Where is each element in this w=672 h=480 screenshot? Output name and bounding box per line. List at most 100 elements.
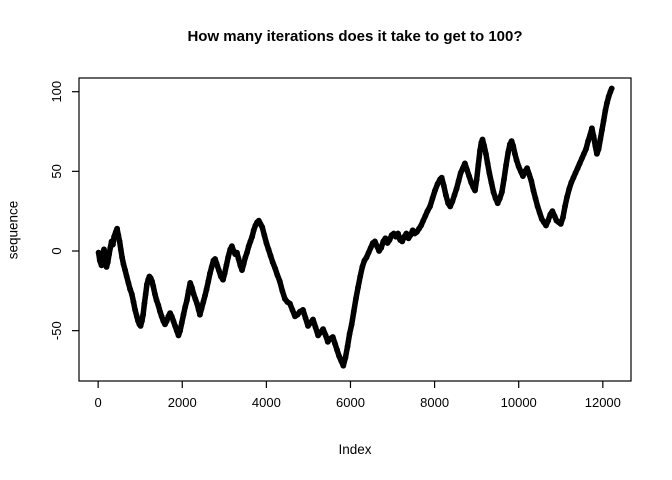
data-point [348, 321, 355, 328]
data-point [267, 252, 274, 259]
data-point [437, 176, 444, 183]
data-point [135, 318, 142, 325]
data-point [429, 195, 436, 202]
data-point [119, 254, 125, 261]
data-point [220, 276, 226, 283]
data-point [297, 308, 303, 315]
data-point [128, 291, 135, 297]
data-point [233, 249, 240, 256]
data-point [595, 146, 602, 153]
data-point [526, 171, 533, 178]
data-point [399, 238, 406, 245]
plot-box [78, 77, 632, 382]
data-point [503, 162, 510, 168]
data-point [462, 160, 468, 167]
data-point [386, 236, 393, 243]
data-point [505, 149, 512, 156]
data-point [300, 307, 306, 313]
data-point [287, 300, 293, 307]
data-point [276, 278, 283, 285]
data-point [182, 303, 189, 310]
data-point [245, 243, 252, 250]
data-point [570, 174, 577, 181]
data-point [249, 233, 256, 240]
data-point [228, 243, 235, 250]
data-point [605, 93, 612, 100]
data-point [183, 297, 190, 304]
data-point [545, 217, 551, 224]
data-point [188, 284, 195, 291]
data-point [127, 286, 134, 293]
data-point [272, 265, 279, 272]
x-tick-label: 2000 [168, 395, 197, 410]
data-point [496, 195, 503, 202]
data-point [560, 214, 566, 221]
data-point [142, 291, 149, 297]
data-point [213, 260, 220, 267]
data-point [334, 346, 340, 353]
data-point [481, 142, 488, 149]
x-tick-label: 12000 [585, 395, 621, 410]
data-point [549, 208, 556, 215]
data-point [173, 327, 180, 334]
data-point [190, 291, 197, 297]
data-point [177, 327, 184, 334]
data-point [344, 343, 351, 350]
data-point [486, 169, 493, 176]
data-point [141, 300, 148, 307]
data-point [279, 287, 286, 294]
data-point [536, 209, 543, 216]
data-point [203, 286, 210, 293]
data-point [457, 169, 464, 176]
data-point [608, 85, 615, 92]
data-point [342, 354, 349, 361]
data-point [420, 217, 427, 224]
data-point [98, 262, 105, 269]
data-point [602, 107, 609, 114]
data-point [180, 311, 187, 318]
data-point [483, 150, 489, 157]
data-point [140, 311, 147, 318]
data-point [562, 203, 568, 210]
data-point [604, 99, 610, 106]
data-point [357, 273, 364, 280]
data-point [196, 311, 203, 318]
data-point [187, 280, 194, 286]
data-point [158, 313, 165, 320]
data-point [104, 259, 111, 266]
data-point [223, 262, 230, 269]
data-point [599, 126, 605, 133]
data-point [172, 323, 179, 329]
data-point [589, 125, 595, 132]
data-point [530, 187, 537, 194]
data-point [566, 185, 573, 192]
data-point [515, 163, 522, 170]
y-tick-label: -50 [49, 321, 64, 340]
data-point [472, 187, 478, 194]
data-point [581, 150, 587, 157]
data-point [597, 136, 604, 143]
data-point [350, 308, 357, 315]
data-point [520, 173, 526, 180]
data-point [477, 147, 483, 154]
data-point [534, 203, 541, 210]
x-tick-label: 6000 [336, 395, 365, 410]
data-point [302, 315, 309, 321]
data-point [274, 272, 281, 278]
data-point [590, 133, 597, 140]
data-point [353, 295, 359, 302]
data-point [120, 260, 127, 267]
x-tick-label: 10000 [501, 395, 537, 410]
x-axis-label: Index [338, 442, 372, 457]
data-point [329, 334, 336, 340]
data-point [242, 254, 249, 261]
data-point [585, 138, 591, 145]
data-point [125, 280, 132, 286]
data-point [163, 318, 170, 325]
data-point [138, 318, 145, 325]
data-point [269, 259, 276, 266]
data-point [101, 246, 107, 253]
data-point [168, 313, 175, 320]
data-point [202, 292, 208, 299]
